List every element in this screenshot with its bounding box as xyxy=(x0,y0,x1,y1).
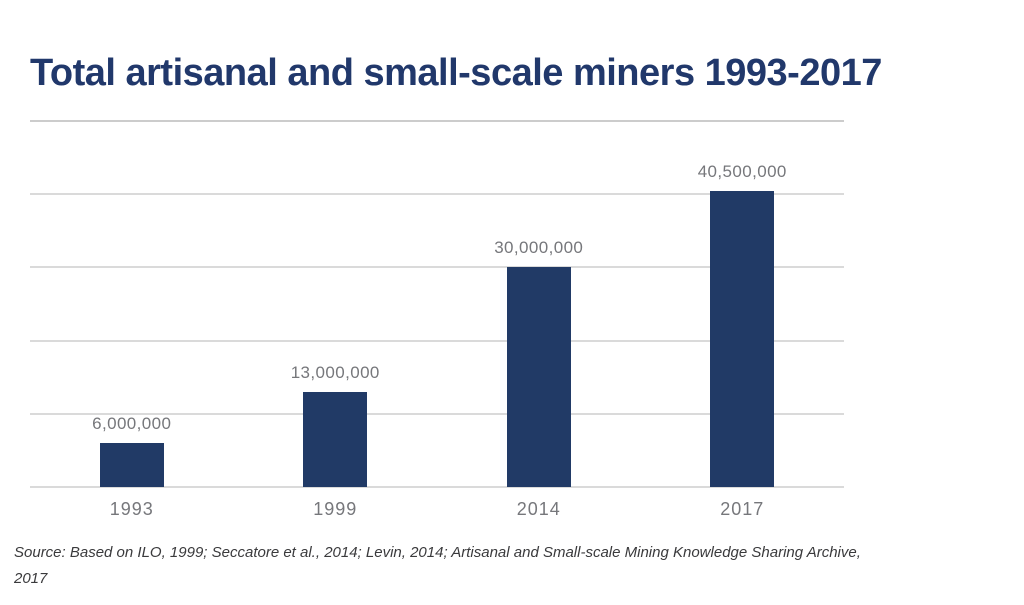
value-label: 40,500,000 xyxy=(697,161,787,181)
bar-1999 xyxy=(303,391,368,487)
gridline xyxy=(30,120,844,122)
bar-group-2014: 30,000,000 xyxy=(437,121,641,487)
bar-group-1999: 13,000,000 xyxy=(234,121,438,487)
x-axis-label-2017: 2017 xyxy=(720,499,765,519)
chart-title: Total artisanal and small-scale miners 1… xyxy=(30,52,882,94)
value-label: 13,000,000 xyxy=(290,362,380,382)
x-axis-label-2014: 2014 xyxy=(516,499,561,519)
bar-group-2017: 40,500,000 xyxy=(641,121,845,487)
x-axis-label-1993: 1993 xyxy=(109,499,154,519)
bar-chart: 6,000,000 13,000,000 30,000,000 40,500,000 xyxy=(30,120,844,488)
bar-2014 xyxy=(506,267,571,487)
value-label: 30,000,000 xyxy=(494,238,584,258)
gridline xyxy=(30,193,844,196)
gridline xyxy=(30,266,844,269)
bar-1993 xyxy=(99,443,164,487)
bar-group-1993: 6,000,000 xyxy=(30,121,234,487)
bar-2017 xyxy=(710,190,775,487)
x-axis-label-1999: 1999 xyxy=(313,499,358,519)
bars-area: 6,000,000 13,000,000 30,000,000 40,500,000 xyxy=(30,121,844,487)
source-note: Source: Based on ILO, 1999; Seccatore et… xyxy=(14,540,1004,592)
source-note-line1: Source: Based on ILO, 1999; Seccatore et… xyxy=(14,544,861,561)
source-note-line2: 2017 xyxy=(14,570,48,587)
gridline xyxy=(30,412,844,415)
x-axis-labels: 1993 1999 2014 2017 xyxy=(30,499,844,520)
gridline xyxy=(30,486,844,488)
value-label: 6,000,000 xyxy=(92,414,172,434)
gridline xyxy=(30,339,844,342)
